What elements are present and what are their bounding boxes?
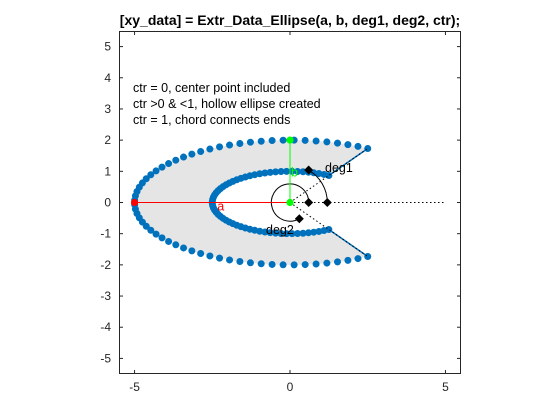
outer-data-point: [142, 222, 150, 230]
axes-box: [119, 31, 461, 374]
y-tick-label: 4: [104, 71, 111, 85]
outer-data-point: [236, 258, 244, 266]
outer-data-point: [312, 137, 320, 145]
x-tick-label: 5: [442, 380, 449, 394]
outer-data-point: [197, 250, 205, 258]
a-endpoint-marker: [130, 198, 139, 207]
outer-data-point: [301, 261, 309, 269]
outer-data-point: [354, 255, 362, 263]
deg2-arc-start-marker: [304, 198, 314, 207]
outer-data-point: [334, 139, 342, 147]
outer-data-point: [226, 256, 234, 264]
outer-data-point: [158, 234, 166, 242]
b-endpoint-marker: [286, 136, 294, 144]
outer-data-point: [165, 237, 173, 245]
outer-data-point: [188, 247, 196, 255]
chord-line: [328, 147, 369, 177]
outer-data-point: [216, 143, 224, 151]
chart-title: [xy_data] = Extr_Data_Ellipse(a, b, deg1…: [120, 12, 460, 28]
center-marker: [286, 198, 294, 207]
y-tick-label: 0: [104, 196, 111, 210]
outer-data-point: [180, 153, 188, 161]
a-label: a: [217, 200, 224, 214]
outer-data-point: [172, 241, 180, 249]
outer-data-point: [257, 137, 265, 145]
outer-data-point: [354, 142, 362, 150]
outer-data-point: [226, 141, 234, 149]
outer-data-point: [312, 260, 320, 268]
y-tick-label: -4: [100, 320, 111, 334]
annotation-layer: a b deg1 deg2: [130, 136, 446, 257]
y-tick-label: -3: [100, 289, 111, 303]
outer-data-point: [180, 244, 188, 252]
y-tick-label: -2: [100, 258, 111, 272]
deg1-arc-end-marker: [304, 165, 314, 175]
outer-data-point: [147, 171, 155, 179]
outer-data-point: [206, 252, 214, 260]
outer-data-point: [216, 254, 224, 262]
tick-layer: -5 0 5 -5 -4 -3 -2 -1 0 1 2 3 4 5: [100, 31, 461, 394]
y-tick-label: 2: [104, 133, 111, 147]
outer-data-point: [344, 141, 352, 149]
chord-line: [328, 228, 369, 258]
outer-data-point: [364, 144, 372, 152]
outer-data-point: [334, 258, 342, 266]
outer-data-point: [323, 138, 331, 146]
outer-data-point: [236, 139, 244, 147]
y-tick-label: -5: [100, 351, 111, 365]
outer-data-point: [279, 136, 287, 144]
outer-data-point: [152, 230, 160, 238]
outer-data-point: [206, 145, 214, 153]
y-tick-label: 3: [104, 102, 111, 116]
outer-data-point: [158, 163, 166, 171]
y-tick-label: -1: [100, 227, 111, 241]
outer-data-point: [268, 137, 276, 145]
points-layer: [131, 136, 372, 269]
outer-data-point: [197, 147, 205, 155]
outer-data-point: [188, 150, 196, 158]
deg2-label: deg2: [266, 223, 294, 237]
deg1-label: deg1: [325, 161, 353, 175]
deg2-arc-end-marker: [294, 214, 304, 224]
annotation-note: ctr = 1, chord connects ends: [133, 113, 290, 127]
annotation-note: ctr = 0, center point included: [133, 81, 290, 95]
outer-data-point: [152, 167, 160, 175]
deg2-arc: [270, 183, 310, 222]
notes-layer: ctr = 0, center point included ctr >0 & <…: [133, 81, 321, 127]
outer-data-point: [172, 156, 180, 164]
outer-data-point: [364, 253, 372, 261]
outer-data-point: [279, 261, 287, 269]
deg1-arc-start-marker: [322, 198, 332, 207]
outer-data-point: [257, 260, 265, 268]
b-label: b: [291, 165, 298, 179]
outer-data-point: [165, 160, 173, 168]
y-tick-label: 1: [104, 164, 111, 178]
outer-data-point: [246, 259, 254, 267]
outer-data-point: [301, 136, 309, 144]
y-tick-label: 5: [104, 40, 111, 54]
x-tick-label: 0: [287, 380, 294, 394]
outer-data-point: [290, 261, 298, 269]
annotation-note: ctr >0 & <1, hollow ellipse created: [133, 97, 321, 111]
x-tick-label: -5: [129, 380, 140, 394]
outer-data-point: [246, 138, 254, 146]
outer-data-point: [344, 256, 352, 264]
outer-data-point: [323, 259, 331, 267]
outer-data-point: [147, 226, 155, 234]
outer-data-point: [268, 260, 276, 268]
